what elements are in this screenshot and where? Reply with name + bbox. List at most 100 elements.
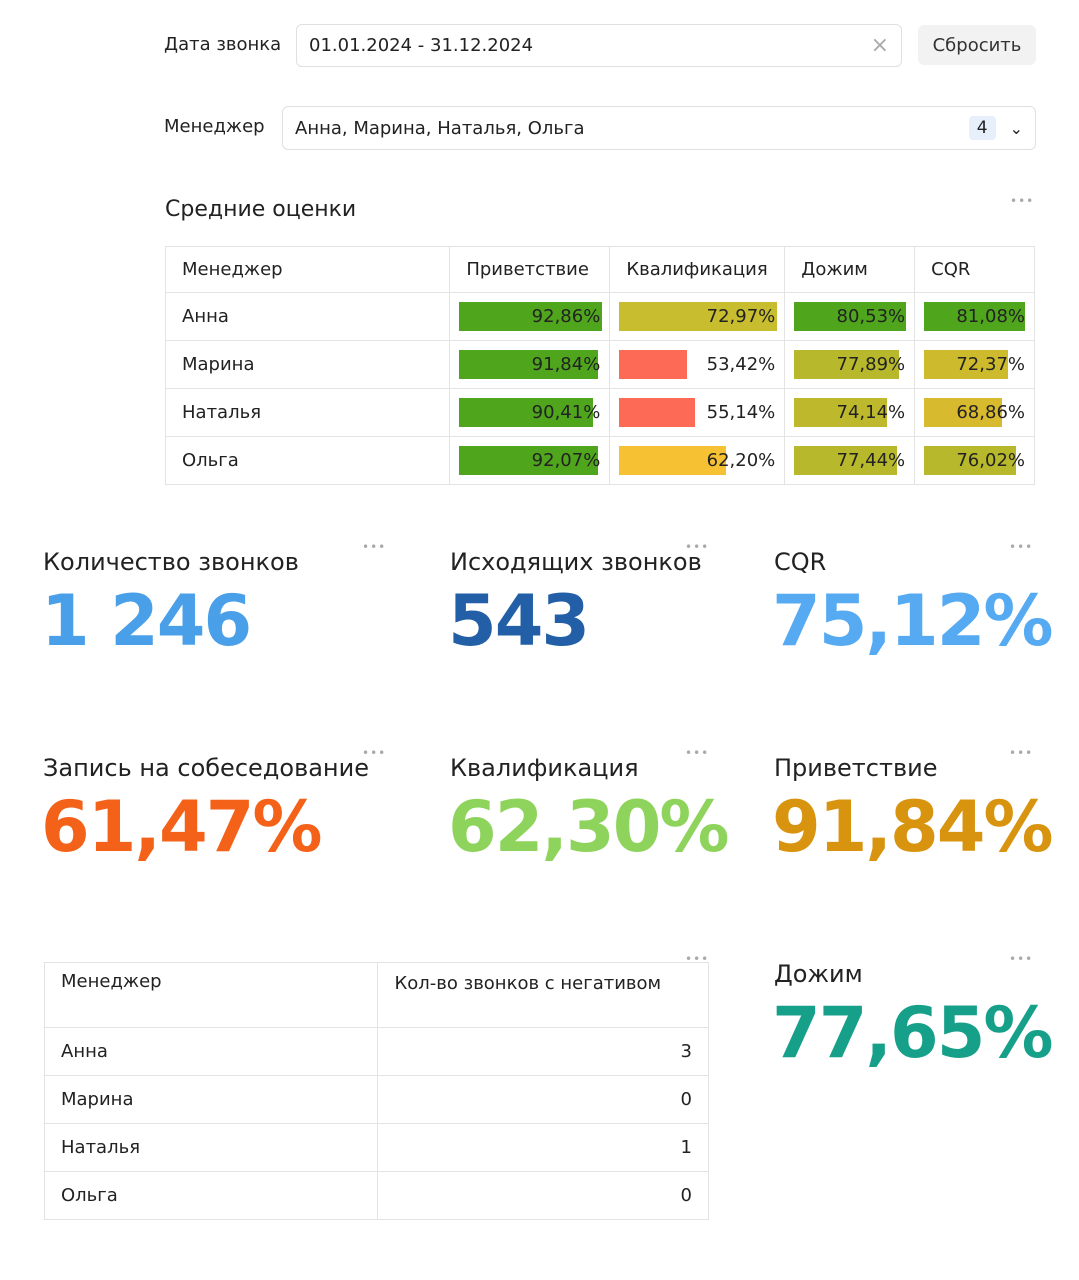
date-range-value: 01.01.2024 - 31.12.2024 <box>309 35 534 56</box>
table-row: Анна 92,86% 72,97% 80,53% 81,08% <box>164 292 1035 341</box>
table-row: Ольга 92,07% 62,20% 77,44% 76,02% <box>164 436 1035 485</box>
score-cell: 77,89% <box>784 340 916 389</box>
score-value: 62,20% <box>706 450 776 471</box>
table-header-row: Менеджер Приветствие Квалификация Дожим CQR <box>164 246 1035 293</box>
manager-name: Ольга <box>43 1171 379 1220</box>
score-bar <box>459 302 603 331</box>
column-header: Менеджер <box>43 962 379 1028</box>
kpi-value: 1 246 <box>41 580 252 662</box>
score-bar <box>794 398 888 427</box>
more-icon[interactable]: ••• <box>685 746 710 760</box>
manager-name: Анна <box>164 292 451 341</box>
kpi-title: Исходящих звонков <box>450 548 702 576</box>
score-value: 55,14% <box>706 402 776 423</box>
manager-name: Наталья <box>164 388 451 437</box>
more-icon[interactable]: ••• <box>685 540 710 554</box>
score-cell: 74,14% <box>784 388 916 437</box>
scores-title: Средние оценки <box>165 197 357 222</box>
score-cell: 55,14% <box>609 388 786 437</box>
chevron-down-icon[interactable]: ⌄ <box>1009 118 1023 138</box>
score-value: 80,53% <box>836 306 906 327</box>
kpi-value: 75,12% <box>772 580 1054 662</box>
kpi-title: Квалификация <box>450 754 639 782</box>
manager-select[interactable]: Анна, Марина, Наталья, Ольга 4 ⌄ <box>282 106 1036 150</box>
table-row: Марина 91,84% 53,42% 77,89% 72,37% <box>164 340 1035 389</box>
column-header: Квалификация <box>609 246 786 293</box>
manager-filter-label: Менеджер <box>164 116 265 137</box>
selected-count-badge: 4 <box>968 116 996 140</box>
date-range-input[interactable]: 01.01.2024 - 31.12.2024 × <box>296 24 902 67</box>
score-value: 68,86% <box>956 402 1025 423</box>
column-header: Менеджер <box>164 246 451 293</box>
kpi-value: 62,30% <box>448 786 730 868</box>
score-bar <box>619 398 696 427</box>
score-cell: 77,44% <box>784 436 916 485</box>
manager-select-value: Анна, Марина, Наталья, Ольга <box>295 117 585 139</box>
kpi-title: Приветствие <box>774 754 938 782</box>
negative-count: 0 <box>377 1075 709 1124</box>
clear-icon[interactable]: × <box>870 33 889 58</box>
manager-name: Марина <box>164 340 451 389</box>
score-bar <box>794 350 900 379</box>
score-value: 90,41% <box>531 402 601 423</box>
score-value: 53,42% <box>706 354 776 375</box>
score-cell: 68,86% <box>914 388 1035 437</box>
score-bar <box>459 398 594 427</box>
score-cell: 90,41% <box>449 388 611 437</box>
score-cell: 62,20% <box>609 436 786 485</box>
more-icon[interactable]: ••• <box>685 952 710 966</box>
more-icon[interactable]: ••• <box>1010 194 1035 208</box>
score-bar <box>619 446 727 475</box>
kpi-title: Запись на собеседование <box>43 754 369 782</box>
column-header: CQR <box>914 246 1035 293</box>
score-bar <box>459 350 599 379</box>
table-row: Анна 3 <box>43 1027 709 1076</box>
kpi-title: Дожим <box>774 960 863 988</box>
score-cell: 92,07% <box>449 436 611 485</box>
score-bar <box>924 302 1026 331</box>
column-header: Кол-во звонков с негативом <box>377 962 709 1028</box>
scores-table: Менеджер Приветствие Квалификация Дожим CQR … <box>164 246 1035 485</box>
score-cell: 81,08% <box>914 292 1035 341</box>
manager-name: Марина <box>43 1075 379 1124</box>
score-cell: 91,84% <box>449 340 611 389</box>
score-value: 81,08% <box>956 306 1025 327</box>
score-bar <box>619 350 688 379</box>
score-cell: 76,02% <box>914 436 1035 485</box>
manager-name: Ольга <box>164 436 451 485</box>
more-icon[interactable]: ••• <box>1009 746 1034 760</box>
score-value: 72,97% <box>706 306 776 327</box>
kpi-value: 61,47% <box>41 786 323 868</box>
more-icon[interactable]: ••• <box>362 746 387 760</box>
table-row: Наталья 1 <box>43 1123 709 1172</box>
score-value: 92,07% <box>531 450 601 471</box>
kpi-title: Количество звонков <box>43 548 299 576</box>
more-icon[interactable]: ••• <box>1009 952 1034 966</box>
score-value: 76,02% <box>956 450 1025 471</box>
score-cell: 72,97% <box>609 292 786 341</box>
more-icon[interactable]: ••• <box>362 540 387 554</box>
negative-count: 0 <box>377 1171 709 1220</box>
manager-name: Анна <box>43 1027 379 1076</box>
score-value: 77,44% <box>836 450 906 471</box>
kpi-value: 77,65% <box>772 992 1054 1074</box>
negative-count: 1 <box>377 1123 709 1172</box>
more-icon[interactable]: ••• <box>1009 540 1034 554</box>
score-value: 77,89% <box>836 354 906 375</box>
negative-calls-table: Менеджер Кол-во звонков с негативом Анна… <box>43 962 709 1220</box>
score-value: 91,84% <box>531 354 601 375</box>
score-bar <box>619 302 778 331</box>
score-value: 72,37% <box>956 354 1025 375</box>
reset-button[interactable]: Сбросить <box>918 25 1036 65</box>
column-header: Приветствие <box>449 246 611 293</box>
table-header-row: Менеджер Кол-во звонков с негативом <box>43 962 709 1028</box>
score-cell: 53,42% <box>609 340 786 389</box>
kpi-value: 543 <box>448 580 590 662</box>
score-cell: 92,86% <box>449 292 611 341</box>
score-value: 74,14% <box>836 402 906 423</box>
score-value: 92,86% <box>531 306 601 327</box>
score-bar <box>924 398 1003 427</box>
table-row: Марина 0 <box>43 1075 709 1124</box>
kpi-value: 91,84% <box>772 786 1054 868</box>
date-filter-label: Дата звонка <box>164 34 282 55</box>
